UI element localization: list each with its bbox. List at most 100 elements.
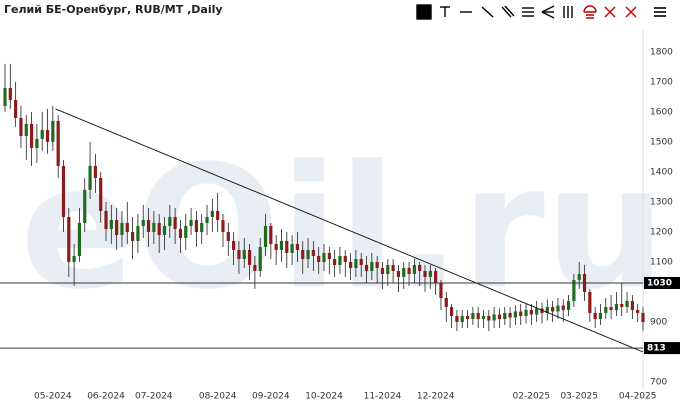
- candle-body: [253, 264, 257, 271]
- candle-body: [24, 123, 28, 136]
- candle-body: [636, 309, 640, 313]
- candle-body: [556, 305, 560, 312]
- candle-body: [40, 129, 44, 139]
- candle-body: [99, 177, 103, 211]
- candle-body: [434, 270, 438, 283]
- candle-body: [290, 243, 294, 253]
- candle-body: [402, 267, 406, 277]
- candle-body: [492, 314, 496, 321]
- candle-body: [311, 249, 315, 256]
- candle-body: [120, 222, 124, 235]
- candle-body: [450, 306, 454, 316]
- candle-body: [407, 267, 411, 274]
- candle-body: [131, 231, 135, 241]
- menu[interactable]: [654, 7, 666, 17]
- candle-body: [109, 219, 113, 229]
- candle-body: [178, 228, 183, 238]
- candle-body: [598, 312, 603, 319]
- y-tick-label: 1700: [650, 77, 673, 87]
- candle-body: [61, 165, 66, 217]
- candle-body: [295, 243, 300, 250]
- candle-body: [428, 270, 432, 277]
- candle-body: [285, 240, 289, 253]
- candle-body: [561, 305, 565, 310]
- candle-body: [513, 311, 517, 318]
- candle-body: [184, 225, 188, 238]
- candle-body: [391, 264, 395, 271]
- candle-body: [51, 120, 55, 142]
- candle-body: [375, 261, 379, 268]
- tool-fan[interactable]: [541, 5, 555, 19]
- candle-body: [205, 216, 209, 223]
- y-tick-label: 1300: [650, 197, 673, 207]
- candle-body: [19, 117, 23, 136]
- tool-channel[interactable]: [501, 5, 515, 18]
- candle-body: [247, 249, 252, 265]
- candle-body: [604, 306, 608, 313]
- candle-body: [423, 270, 427, 277]
- candle-body: [625, 300, 629, 307]
- x-tick-label: 05-2024: [34, 392, 72, 402]
- candle-body: [162, 225, 167, 235]
- candle-body: [444, 297, 448, 307]
- tool-delete[interactable]: [604, 6, 616, 18]
- trendline: [55, 108, 644, 353]
- candle-body: [168, 216, 172, 226]
- candle-body: [146, 219, 151, 232]
- candle-body: [519, 311, 523, 316]
- candle-body: [471, 312, 475, 319]
- candle-body: [572, 279, 576, 301]
- candle-body: [157, 222, 161, 235]
- candle-body: [327, 252, 331, 259]
- candle-body: [125, 222, 129, 232]
- candles: [3, 63, 645, 331]
- candle-body: [232, 240, 236, 250]
- candle-body: [566, 300, 571, 310]
- candle-body: [497, 314, 502, 319]
- candle-body: [67, 216, 71, 262]
- candle-body: [200, 222, 204, 232]
- candle-body: [194, 219, 198, 232]
- candle-body: [386, 264, 390, 274]
- candle-body: [503, 312, 507, 319]
- candle-body: [439, 282, 443, 298]
- candle-body: [14, 99, 18, 118]
- candle-body: [620, 303, 624, 307]
- tool-lines[interactable]: [522, 7, 534, 17]
- x-tick-label: 10-2024: [305, 392, 343, 402]
- candle-body: [412, 264, 416, 274]
- candle-body: [104, 210, 108, 229]
- tool-delete-all[interactable]: [625, 6, 637, 18]
- candle-body: [540, 308, 544, 313]
- candle-body: [535, 308, 539, 315]
- candle-body: [333, 258, 337, 265]
- x-tick-label: 02-2025: [513, 392, 551, 402]
- tool-text[interactable]: [440, 6, 450, 17]
- x-tick-label: 03-2025: [560, 392, 598, 402]
- candle-body: [465, 315, 470, 319]
- candle-body: [35, 138, 39, 148]
- y-tick-label: 1400: [650, 167, 673, 177]
- tool-arc[interactable]: [583, 5, 597, 19]
- candle-body: [508, 312, 512, 318]
- x-tick-label: 11-2024: [364, 392, 402, 402]
- toolbar: [416, 4, 666, 20]
- candle-body: [529, 309, 533, 315]
- candle-body: [577, 273, 581, 280]
- level-label: 1030: [647, 278, 672, 288]
- candle-body: [455, 315, 459, 322]
- candle-body: [210, 210, 214, 217]
- candle-body: [354, 258, 358, 268]
- tool-color[interactable]: [416, 4, 432, 20]
- x-tick-label: 08-2024: [199, 392, 237, 402]
- candle-body: [364, 264, 369, 271]
- tool-vlines[interactable]: [563, 6, 573, 18]
- candle-body: [322, 252, 326, 262]
- candle-body: [306, 249, 310, 259]
- candle-body: [641, 312, 645, 322]
- tool-trend[interactable]: [481, 6, 494, 18]
- candle-body: [216, 210, 220, 220]
- candle-body: [173, 216, 177, 229]
- candle-body: [370, 261, 374, 271]
